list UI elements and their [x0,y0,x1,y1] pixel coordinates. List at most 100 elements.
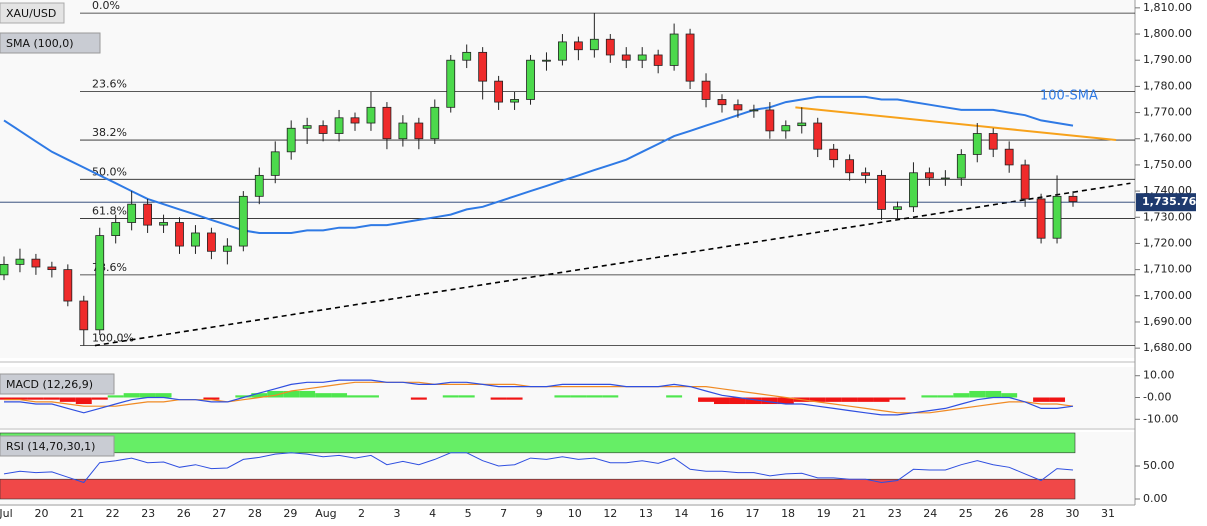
trend-line [795,106,1117,142]
legend-box[interactable] [0,435,115,457]
legend-macd: MACD (12,26,9) [6,378,93,391]
candle-body [956,154,966,179]
x-tick-label: 27 [212,507,226,520]
histogram-bar [251,393,268,398]
histogram-bar [155,393,172,398]
histogram-bar [299,390,316,398]
candle-body [414,122,424,140]
legend-box[interactable] [0,32,101,54]
x-tick-label: 14 [674,507,688,520]
y-tick-label: -0.00 [1143,391,1171,404]
histogram-bar [0,397,12,400]
y-tick-label: 1,730.00 [1143,210,1192,223]
histogram-bar [315,393,332,398]
x-tick-label: 4 [429,507,436,520]
candle-body [270,151,280,176]
candle-body [829,148,839,161]
candle-body [254,174,264,197]
y-tick-label: 1,690.00 [1143,315,1192,328]
histogram-bar [586,395,603,398]
candle-body [127,203,137,223]
histogram-bar [921,395,938,398]
histogram-bar [698,397,715,402]
x-tick-label: 2 [358,507,365,520]
x-tick-label: 31 [1101,507,1115,520]
histogram-bar [490,397,507,400]
candle-body [462,51,472,61]
histogram-bar [139,393,156,398]
candle-body [877,174,886,210]
x-tick-label: 10 [568,507,582,520]
x-tick-label: 25 [959,507,973,520]
trend-line [94,182,1131,347]
x-tick-label: 12 [603,507,617,520]
x-tick-label: 3 [394,507,401,520]
candle-body [558,41,567,61]
candle-body [207,232,216,252]
candle-body [366,106,376,124]
candle-body [1036,198,1046,239]
candle-body [143,203,152,226]
legend-box[interactable] [0,2,65,24]
candle-body [573,41,583,51]
candle-body [861,172,870,176]
y-tick-label: 50.00 [1143,459,1175,472]
histogram-bar [235,395,252,398]
histogram-bar [554,395,571,398]
y-tick-label: -10.00 [1143,412,1178,425]
candle-body [717,99,727,106]
fib-label: 0.0% [92,0,120,12]
histogram-bar [1001,393,1018,398]
candle-body [79,300,89,331]
x-tick-label: 26 [177,507,191,520]
sma-line [3,95,1074,234]
x-tick-label: 26 [994,507,1008,520]
histogram-bar [410,397,427,400]
candle-body [925,172,934,179]
candle-body [797,122,807,127]
x-tick-label: 16 [710,507,724,520]
histogram-bar [825,397,842,402]
legend-box[interactable] [0,373,115,395]
fib-label: 61.8% [92,205,127,218]
histogram-bar [91,397,108,400]
histogram-bar [458,395,475,398]
candle-body [175,222,184,247]
y-tick-label: 1,760.00 [1143,132,1192,145]
histogram-bar [889,397,906,400]
x-tick-label: 28 [1030,507,1044,520]
y-tick-label: 1,700.00 [1143,289,1192,302]
x-tick-label: 13 [639,507,653,520]
candle-body [31,258,41,268]
fib-label: 38.2% [92,126,127,139]
candle-body [0,263,9,276]
candle-body [1068,195,1078,202]
macd-line [4,379,1074,416]
histogram-bar [969,390,986,398]
x-tick-label: 28 [248,507,262,520]
candle-body [542,59,551,62]
candle-body [478,51,488,82]
candle-body [781,125,791,132]
histogram-bar [43,397,60,400]
candle-body [111,222,121,236]
histogram-bar [506,397,523,400]
candle-body [653,54,663,66]
y-tick-label: 1,720.00 [1143,236,1192,249]
x-tick-label: 19 [817,507,831,520]
candle-body [845,159,855,174]
x-tick-label: 20 [35,507,49,520]
histogram-bar [857,397,874,402]
legend-sma: SMA (100,0) [6,37,74,50]
candle-body [909,172,918,208]
legend-symbol: XAU/USD [6,7,56,20]
x-tick-label: 7 [500,507,507,520]
candle-body [637,54,647,61]
candle-body [940,177,950,180]
y-tick-label: 1,680.00 [1143,341,1192,354]
x-tick-label: Jul [0,507,13,520]
histogram-bar [841,397,858,402]
legend-rsi: RSI (14,70,30,1) [6,440,95,453]
candle-body [430,106,440,140]
